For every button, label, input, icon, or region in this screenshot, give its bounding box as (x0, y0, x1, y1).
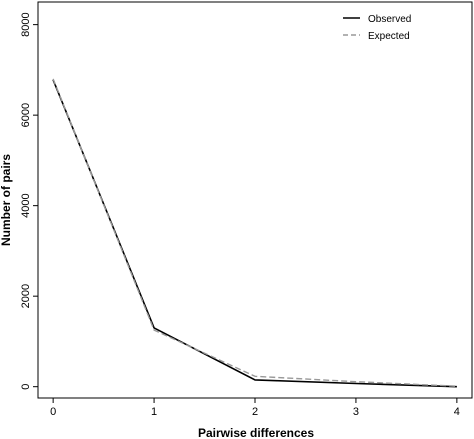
legend: Observed Expected (343, 14, 411, 42)
y-tick-label: 0 (20, 384, 32, 390)
x-axis-title: Pairwise differences (198, 426, 314, 439)
y-tick-label: 2000 (20, 284, 32, 308)
legend-label-observed: Observed (368, 14, 411, 25)
y-axis-title: Number of pairs (0, 154, 13, 246)
x-tick-label: 4 (454, 406, 460, 418)
x-tick-label: 1 (151, 406, 157, 418)
x-axis: 0 1 2 3 4 (50, 398, 460, 418)
series-layer (52, 78, 457, 388)
x-tick-label: 3 (353, 406, 359, 418)
series-line-observed (52, 79, 457, 388)
x-tick-label: 2 (252, 406, 258, 418)
plot-frame (37, 1, 473, 399)
series-line-expected (52, 78, 457, 387)
y-tick-label: 4000 (20, 193, 32, 217)
x-tick-label: 0 (50, 406, 56, 418)
legend-label-expected: Expected (368, 31, 410, 42)
y-tick-label: 6000 (20, 103, 32, 127)
y-axis: 0 2000 4000 6000 8000 (20, 12, 38, 390)
y-tick-label: 8000 (20, 12, 32, 36)
